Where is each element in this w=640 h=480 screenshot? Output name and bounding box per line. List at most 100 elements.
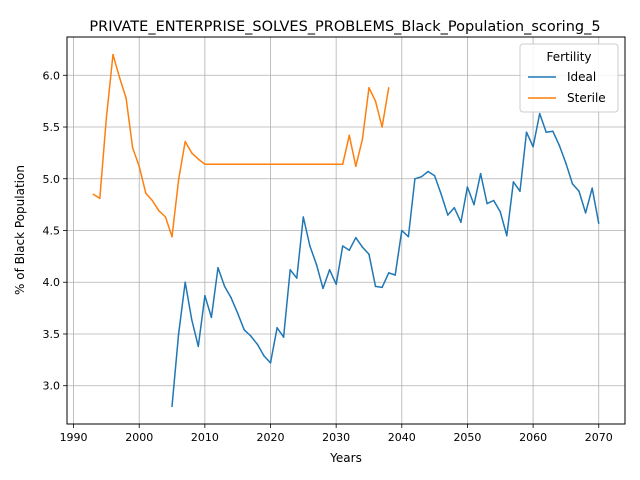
data-point-ideal [282, 336, 285, 338]
data-point-ideal [302, 216, 305, 218]
data-point-sterile [282, 163, 285, 166]
data-point-ideal [479, 172, 482, 175]
x-tick-label: 2060 [519, 431, 547, 444]
data-point-sterile [256, 163, 259, 166]
data-point-sterile [328, 163, 331, 166]
data-point-sterile [341, 163, 344, 166]
x-tick-label: 2030 [322, 431, 350, 444]
data-point-ideal [243, 329, 245, 331]
data-point-sterile [158, 210, 160, 212]
data-point-ideal [578, 190, 580, 192]
data-point-sterile [276, 163, 278, 166]
legend-box [519, 43, 619, 113]
y-tick-label: 4.0 [43, 276, 61, 289]
x-tick-label: 2070 [585, 431, 613, 444]
data-point-sterile [361, 138, 364, 141]
data-point-sterile [197, 158, 200, 160]
data-point-ideal [414, 178, 416, 180]
y-axis-label: % of Black Population [13, 165, 27, 295]
data-point-sterile [296, 163, 298, 166]
data-point-sterile [322, 163, 324, 166]
data-point-sterile [151, 199, 154, 202]
data-point-sterile [368, 86, 370, 89]
data-point-ideal [328, 269, 331, 271]
data-point-ideal [341, 245, 344, 247]
data-point-ideal [506, 234, 508, 237]
data-point-ideal [190, 318, 193, 321]
x-tick-label: 2020 [257, 431, 285, 444]
data-point-sterile [263, 163, 265, 166]
data-point-ideal [355, 236, 357, 239]
data-point-sterile [204, 163, 206, 166]
data-point-sterile [309, 163, 311, 166]
data-point-ideal [512, 181, 515, 183]
series-line-ideal [171, 112, 600, 407]
data-point-ideal [230, 297, 232, 299]
y-tick-label: 5.5 [43, 121, 61, 134]
data-point-ideal [223, 285, 226, 288]
data-point-sterile [190, 152, 193, 154]
data-point-ideal [447, 214, 449, 216]
data-point-ideal [387, 272, 390, 274]
data-point-ideal [427, 170, 429, 173]
data-point-ideal [309, 245, 311, 247]
data-point-ideal [361, 246, 364, 248]
data-point-ideal [171, 405, 173, 408]
data-point-ideal [591, 187, 593, 189]
data-point-ideal [197, 345, 200, 348]
x-tick-label: 2000 [125, 431, 153, 444]
data-point-ideal [204, 294, 206, 297]
data-point-ideal [184, 281, 186, 283]
data-point-ideal [296, 277, 298, 279]
data-point-sterile [92, 193, 95, 196]
y-tick-label: 5.0 [43, 173, 61, 186]
data-point-ideal [217, 267, 219, 269]
data-point-sterile [348, 134, 351, 137]
data-point-ideal [276, 327, 278, 329]
data-point-sterile [164, 216, 167, 218]
data-point-ideal [499, 211, 502, 213]
data-point-sterile [171, 235, 173, 238]
data-point-sterile [236, 163, 239, 166]
data-point-ideal [407, 235, 410, 238]
x-tick-label: 2040 [388, 431, 416, 444]
data-point-sterile [230, 163, 232, 166]
data-point-ideal [571, 183, 574, 185]
data-point-sterile [269, 163, 272, 166]
data-point-sterile [374, 100, 377, 102]
legend: Fertility Ideal Sterile [519, 43, 619, 113]
data-point-sterile [184, 140, 186, 143]
data-point-ideal [545, 131, 547, 133]
data-point-ideal [289, 269, 291, 271]
y-tick-label: 6.0 [43, 69, 61, 82]
data-point-ideal [335, 283, 337, 286]
data-point-sterile [131, 146, 134, 149]
data-point-ideal [532, 145, 534, 148]
data-point-ideal [440, 193, 442, 196]
data-point-ideal [210, 316, 213, 319]
data-point-sterile [335, 163, 337, 166]
chart-title: PRIVATE_ENTERPRISE_SOLVES_PROBLEMS_Black… [89, 19, 600, 35]
data-point-ideal [381, 286, 383, 289]
legend-label-ideal: Ideal [567, 70, 596, 84]
data-point-sterile [355, 165, 357, 168]
data-point-ideal [177, 333, 180, 335]
x-tick-label: 2050 [453, 431, 481, 444]
data-point-sterile [315, 163, 318, 166]
series-line-sterile [92, 53, 390, 238]
data-point-sterile [177, 179, 180, 181]
data-point-ideal [250, 335, 252, 337]
data-point-ideal [538, 112, 541, 115]
series-lines [92, 53, 600, 408]
data-point-ideal [492, 199, 495, 202]
data-point-ideal [473, 203, 475, 206]
data-point-ideal [597, 222, 600, 225]
data-point-ideal [558, 144, 561, 147]
data-point-sterile [302, 163, 305, 166]
data-point-ideal [420, 175, 423, 178]
data-point-ideal [322, 287, 324, 290]
data-point-sterile [217, 163, 219, 166]
data-point-ideal [565, 162, 567, 164]
data-point-sterile [381, 126, 383, 128]
